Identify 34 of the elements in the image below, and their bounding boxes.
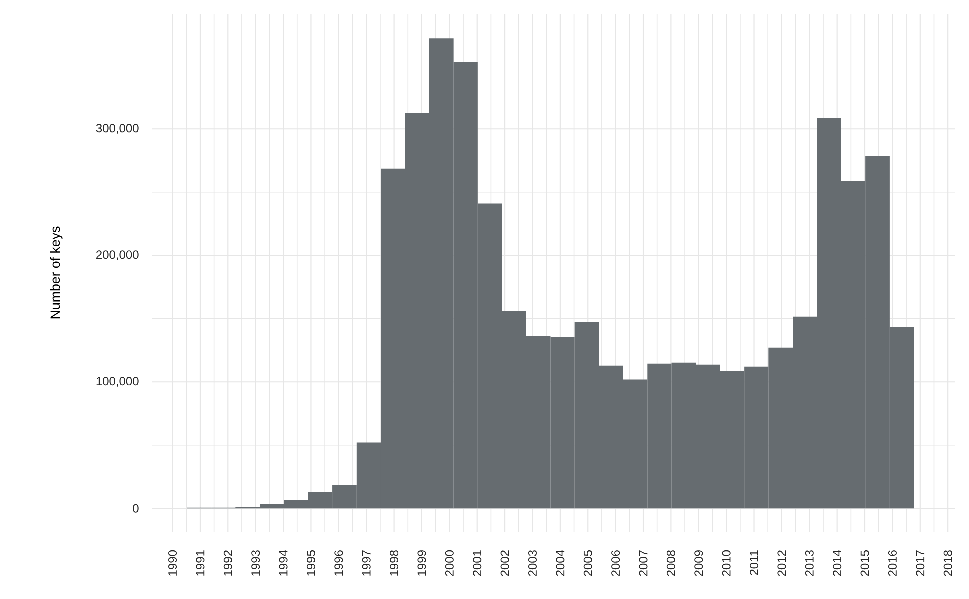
- x-tick-label: 2013: [805, 550, 814, 576]
- x-tick-label: 1997: [362, 550, 371, 576]
- y-tick-label: 300,000: [96, 124, 139, 134]
- x-tick-label: 1999: [418, 550, 426, 576]
- x-tick-label: 2007: [639, 550, 648, 576]
- y-tick-label: 0: [133, 504, 139, 513]
- x-tick-label: 2003: [528, 550, 537, 576]
- y-axis-title: Number of keys: [50, 226, 63, 319]
- x-tick-label: 2015: [860, 550, 870, 576]
- x-tick-label: 2018: [944, 550, 952, 576]
- x-tick-label: 2006: [612, 550, 620, 576]
- x-tick-label: 1998: [390, 550, 399, 576]
- x-tick-label: 2008: [666, 550, 676, 576]
- x-tick-label: 1996: [334, 550, 344, 576]
- x-tick-label: 2016: [888, 550, 897, 576]
- y-tick-label: 100,000: [96, 377, 139, 388]
- x-tick-label: 1995: [306, 550, 316, 576]
- x-tick-label: 2012: [778, 550, 786, 576]
- x-tick-label: 1992: [224, 550, 232, 576]
- x-tick-label: 1990: [168, 550, 178, 576]
- x-tick-label: 2001: [473, 550, 482, 576]
- x-tick-label: 1991: [196, 550, 205, 576]
- x-tick-label: 1994: [279, 550, 288, 576]
- x-tick-label: 1993: [252, 550, 260, 576]
- x-tick-label: 2002: [500, 550, 510, 576]
- x-tick-label: 2009: [694, 550, 704, 576]
- x-tick-label: 2011: [750, 550, 759, 576]
- x-tick-label: 2017: [916, 550, 925, 576]
- x-tick-label: 2000: [445, 550, 454, 576]
- y-tick-label: 200,000: [96, 250, 139, 261]
- x-tick-label: 2004: [556, 550, 565, 576]
- x-tick-label: 2005: [584, 550, 592, 576]
- x-tick-label: 2010: [722, 550, 731, 576]
- x-tick-label: 2014: [833, 550, 842, 576]
